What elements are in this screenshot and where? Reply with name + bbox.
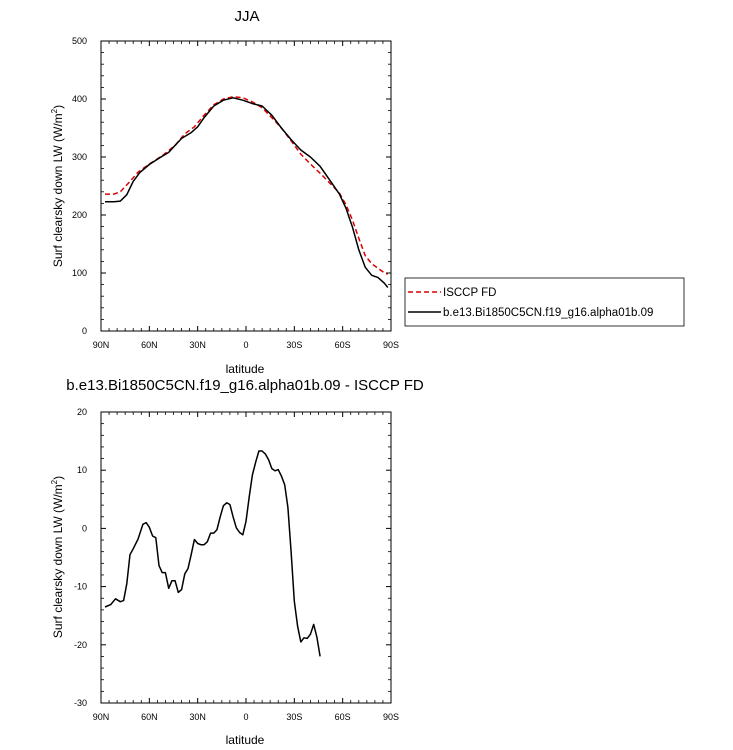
bottom-x-tick-label: 60N <box>141 712 158 722</box>
top-x-tick-label: 30S <box>286 340 302 350</box>
chart-title-bottom: b.e13.Bi1850C5CN.f19_g16.alpha01b.09 - I… <box>66 377 424 394</box>
y-axis-label-top: Surf clearsky down LW (W/m2) <box>50 105 65 267</box>
top-x-tick-label: 60N <box>141 340 158 350</box>
y-tick-labels-bottom: -30 -20 -10 0 10 20 <box>74 407 87 708</box>
bottom-x-tick-label: 60S <box>335 712 351 722</box>
x-tick-labels-bottom: 90N 60N 30N 0 30S 60S 90S <box>93 712 399 722</box>
panel-top: JJA 90N 60N 30N 0 30S 60S 90S 0 100 200 300 400 500… <box>50 8 399 376</box>
x-axis-label-top: latitude <box>226 362 265 376</box>
bottom-y-tick-label: 10 <box>77 465 87 475</box>
series-layer-top <box>105 95 389 288</box>
top-y-tick-label: 500 <box>72 36 87 46</box>
legend-label-model: b.e13.Bi1850C5CN.f19_g16.alpha01b.09 <box>443 307 653 319</box>
bottom-x-tick-label: 0 <box>243 712 248 722</box>
x-axis-ticks-top <box>100 41 392 331</box>
bottom-y-tick-label: 0 <box>82 523 87 533</box>
top-y-tick-label: 400 <box>72 94 87 104</box>
bottom-y-tick-label: 20 <box>77 407 87 417</box>
top-y-tick-label: 100 <box>72 268 87 278</box>
legend-box <box>404 277 685 327</box>
top-y-tick-label: 0 <box>82 326 87 336</box>
top-x-tick-label: 90N <box>93 340 110 350</box>
y-axis-ticks-bottom <box>101 411 391 704</box>
series-layer-bottom <box>104 450 321 657</box>
plot-frame-bottom <box>100 411 392 704</box>
bottom-x-tick-label: 90N <box>93 712 110 722</box>
top-x-tick-label: 60S <box>335 340 351 350</box>
bottom-x-tick-label: 30N <box>189 712 206 722</box>
x-axis-ticks-bottom <box>100 412 392 703</box>
bottom-y-tick-label: -10 <box>74 582 87 592</box>
top-series-line-2 <box>105 97 389 288</box>
y-axis-ticks-top <box>101 40 391 332</box>
y-tick-labels-top: 0 100 200 300 400 500 <box>72 36 87 336</box>
legend: ISCCP FD b.e13.Bi1850C5CN.f19_g16.alpha0… <box>404 277 685 327</box>
top-y-tick-label: 300 <box>72 152 87 162</box>
y-axis-label-bottom: Surf clearsky down LW (W/m2) <box>50 476 65 638</box>
bottom-y-tick-label: -20 <box>74 640 87 650</box>
top-x-tick-label: 90S <box>383 340 399 350</box>
top-series-line-1 <box>105 95 389 275</box>
plot-frame-top <box>100 40 392 332</box>
top-x-tick-label: 30N <box>189 340 206 350</box>
top-y-tick-label: 200 <box>72 210 87 220</box>
x-axis-label-bottom: latitude <box>226 733 265 747</box>
bottom-series-line-1 <box>104 450 321 657</box>
chart-title-top: JJA <box>234 8 259 25</box>
bottom-y-tick-label: -30 <box>74 698 87 708</box>
top-x-tick-label: 0 <box>243 340 248 350</box>
legend-label-isccp: ISCCP FD <box>443 287 496 299</box>
bottom-x-tick-label: 30S <box>286 712 302 722</box>
bottom-x-tick-label: 90S <box>383 712 399 722</box>
panel-bottom: b.e13.Bi1850C5CN.f19_g16.alpha01b.09 - I… <box>50 377 424 747</box>
x-tick-labels-top: 90N 60N 30N 0 30S 60S 90S <box>93 340 399 350</box>
